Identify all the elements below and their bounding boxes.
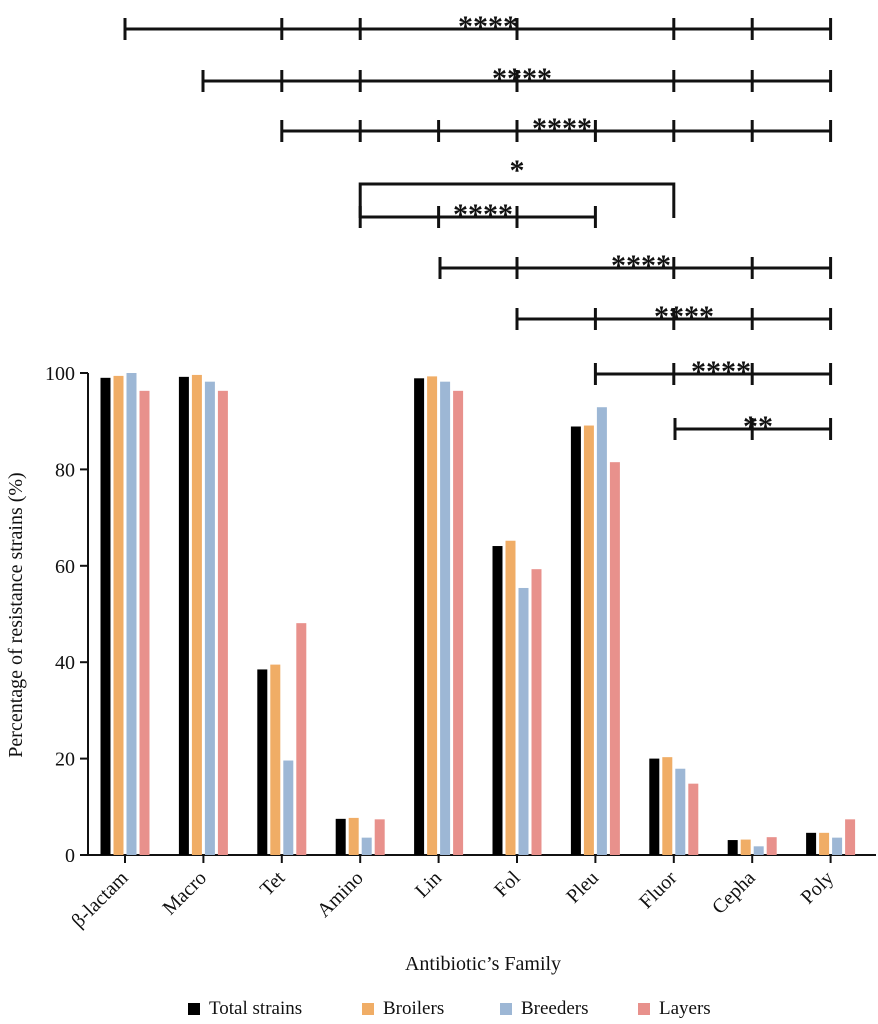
significance-bar: **** (280, 112, 833, 145)
legend-label: Breeders (521, 998, 589, 1019)
significance-label: ** (743, 410, 773, 443)
bar-layers (453, 390, 464, 855)
bar-layers (374, 819, 385, 855)
bar-breeders (753, 846, 764, 855)
y-axis-label: Percentage of resistance strains (%) (5, 472, 27, 757)
legend: Total strains Broilers Breeders Layers (0, 998, 878, 1024)
significance-label: **** (691, 355, 751, 388)
bar-breeders (596, 407, 607, 855)
x-tick-label: Fol (490, 867, 525, 902)
x-tick-label: Macro (158, 867, 210, 919)
bar-total-strains (100, 377, 111, 855)
bar-layers (609, 462, 620, 855)
legend-item: Breeders (500, 998, 589, 1020)
significance-bar: **** (123, 10, 833, 43)
legend-swatch (188, 1003, 200, 1015)
significance-label: * (510, 154, 525, 187)
bar-total-strains (727, 840, 738, 855)
significance-bar: ** (673, 410, 833, 443)
bar-layers (139, 390, 150, 855)
legend-swatch (362, 1003, 374, 1015)
bar-broilers (583, 425, 594, 855)
bar-total-strains (806, 832, 817, 855)
y-tick-label: 100 (45, 363, 75, 385)
y-tick-label: 60 (55, 556, 75, 578)
x-tick-label: Poly (797, 867, 838, 908)
bar-breeders (283, 760, 294, 855)
bar-broilers (348, 817, 359, 855)
bar-layers (296, 623, 307, 855)
x-tick-label: Amino (313, 867, 368, 922)
x-tick-label: Tet (256, 867, 290, 901)
bar-layers (217, 390, 228, 855)
bar-chart: ******************************* 02040608… (5, 10, 876, 975)
legend-item: Layers (638, 998, 711, 1020)
y-tick-label: 0 (65, 845, 75, 867)
bar-broilers (270, 664, 281, 855)
y-tick-label: 80 (55, 459, 75, 481)
significance-label: **** (453, 198, 513, 231)
significance-bar: **** (438, 249, 833, 282)
x-tick-label: Pleu (562, 867, 603, 908)
significance-bar: **** (593, 355, 833, 388)
bar-broilers (740, 839, 751, 855)
significance-bar: **** (515, 300, 833, 333)
bar-layers (766, 837, 777, 855)
bar-breeders (440, 381, 451, 855)
legend-swatch (500, 1003, 512, 1015)
x-axis-label: Antibiotic’s Family (405, 953, 561, 975)
significance-bar: **** (201, 62, 833, 95)
bars (100, 373, 856, 855)
legend-swatch (638, 1003, 650, 1015)
bar-breeders (126, 373, 137, 855)
x-tick-label: Fluor (635, 867, 681, 913)
bar-layers (688, 783, 699, 855)
bar-breeders (204, 381, 215, 855)
bar-total-strains (257, 669, 268, 855)
x-tick-label: Lin (411, 867, 446, 902)
significance-label: **** (654, 300, 714, 333)
y-tick-label: 20 (55, 749, 75, 771)
bar-total-strains (649, 758, 660, 855)
bar-broilers (191, 374, 202, 855)
y-tick-label: 40 (55, 652, 75, 674)
significance-bar: * (358, 154, 676, 218)
significance-label: **** (532, 112, 592, 145)
bar-total-strains (570, 426, 581, 855)
legend-label: Broilers (383, 998, 445, 1019)
bar-total-strains (178, 376, 189, 855)
bar-breeders (361, 837, 372, 855)
bar-broilers (113, 375, 124, 855)
bar-total-strains (492, 546, 503, 855)
bar-breeders (832, 837, 843, 855)
bar-broilers (427, 376, 438, 855)
bar-broilers (505, 540, 516, 855)
bar-total-strains (414, 378, 425, 855)
x-tick-label: Cepha (708, 867, 760, 919)
bar-broilers (662, 757, 673, 855)
bar-layers (531, 569, 542, 855)
legend-label: Layers (659, 998, 711, 1019)
bar-breeders (518, 587, 529, 855)
legend-label: Total strains (209, 998, 303, 1019)
significance-label: **** (458, 10, 518, 43)
significance-label: **** (492, 62, 552, 95)
bar-broilers (819, 832, 830, 855)
significance-bar: **** (358, 198, 597, 231)
bar-layers (845, 819, 856, 855)
legend-item: Broilers (362, 998, 444, 1020)
legend-item: Total strains (188, 998, 302, 1020)
bar-total-strains (335, 818, 346, 855)
significance-label: **** (611, 249, 671, 282)
x-tick-label: β-lactam (67, 867, 132, 932)
significance-annotations: ******************************* (123, 10, 833, 443)
bar-breeders (675, 768, 686, 855)
